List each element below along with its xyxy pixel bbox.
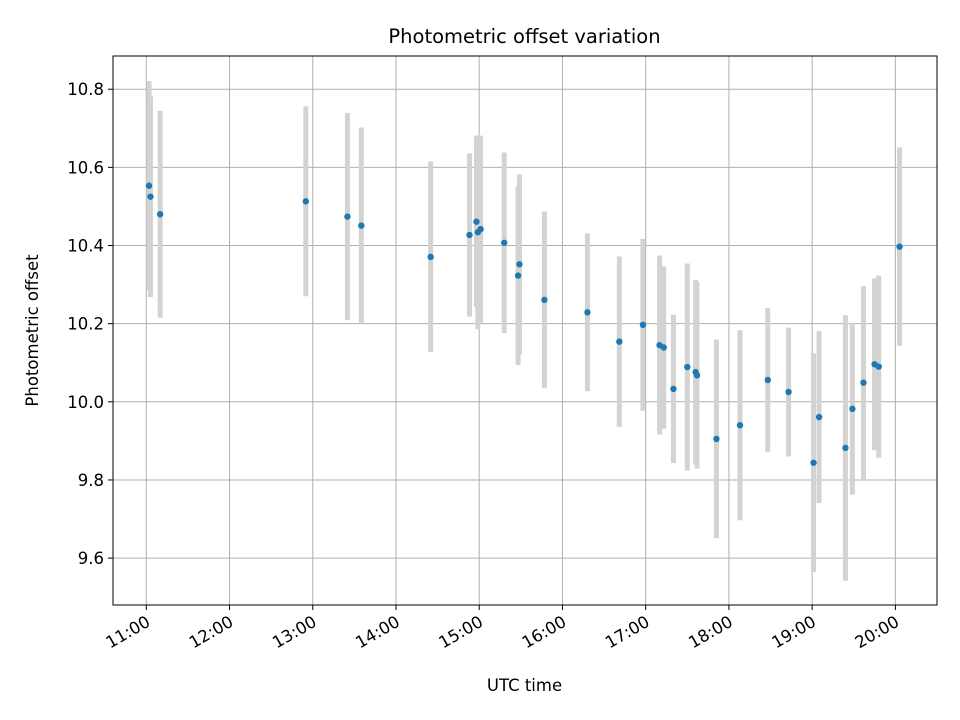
y-tick-label: 10.4: [67, 237, 104, 256]
data-point: [514, 272, 522, 279]
data-point: [344, 213, 351, 220]
data-point: [764, 376, 771, 384]
data-point: [713, 435, 720, 443]
data-point: [500, 239, 508, 246]
data-point: [145, 182, 153, 189]
data-point: [896, 243, 903, 250]
y-tick-label: 10.2: [67, 315, 104, 334]
data-point: [815, 413, 823, 421]
data-point: [660, 344, 667, 351]
data-point: [302, 198, 310, 205]
data-point: [156, 211, 164, 218]
data-point: [684, 363, 691, 371]
data-point: [810, 459, 817, 466]
data-point: [584, 309, 591, 316]
data-point: [849, 405, 856, 413]
data-point: [785, 388, 792, 396]
data-point: [670, 385, 677, 393]
y-tick-label: 9.6: [78, 549, 104, 568]
data-point: [693, 372, 701, 379]
data-point: [842, 444, 849, 452]
data-point: [616, 338, 623, 345]
data-point: [473, 218, 480, 225]
data-point: [516, 261, 523, 268]
data-point: [736, 422, 744, 429]
data-points: [145, 182, 903, 466]
y-tick-label: 9.8: [78, 471, 104, 490]
y-tick-label: 10.0: [67, 393, 104, 412]
data-point: [147, 193, 154, 200]
x-axis-label: UTC time: [487, 676, 562, 695]
y-axis-ticks: 9.6 9.8 10.0 10.2 10.4 10.6 10.8: [67, 80, 113, 568]
chart-title: Photometric offset variation: [388, 25, 660, 48]
data-point: [477, 225, 484, 233]
data-point: [860, 379, 867, 386]
grid-lines: [113, 56, 937, 605]
data-point: [639, 321, 647, 329]
data-point: [541, 296, 548, 304]
y-tick-label: 10.6: [67, 158, 104, 177]
plot-area-frame: [112, 55, 938, 606]
y-tick-label: 10.8: [67, 80, 104, 99]
data-point: [358, 222, 365, 229]
data-point: [427, 253, 434, 261]
y-axis-label: Photometric offset: [23, 254, 42, 407]
data-point: [466, 231, 473, 239]
data-point: [875, 363, 882, 370]
